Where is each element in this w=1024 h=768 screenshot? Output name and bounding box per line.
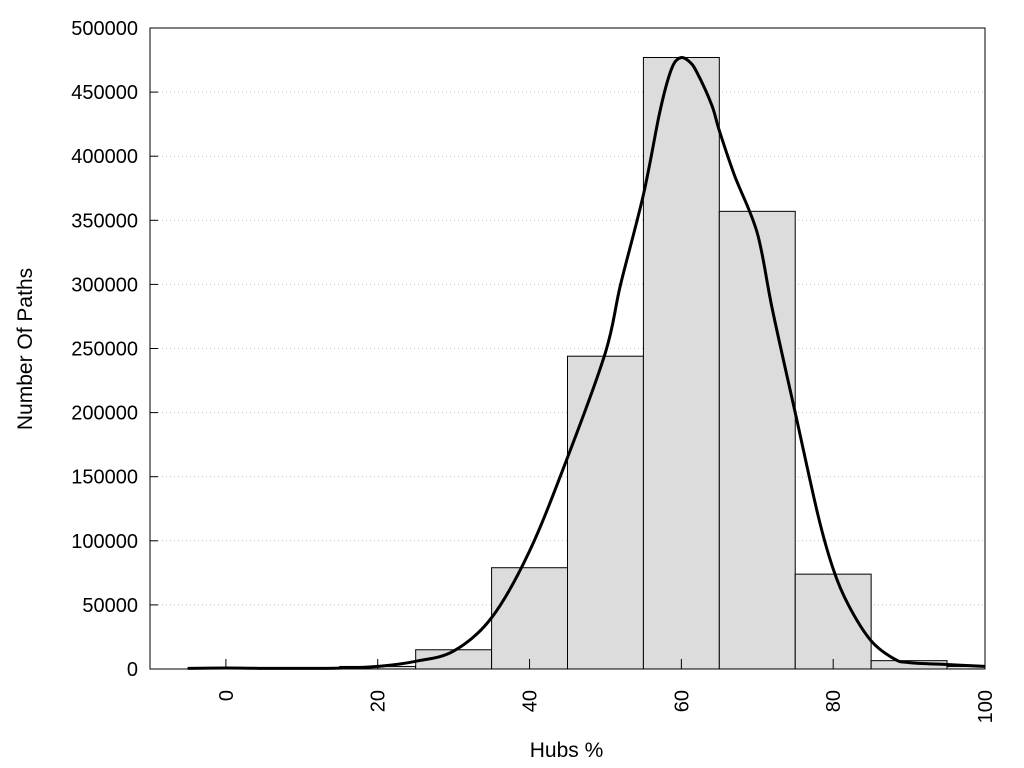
x-tick-label: 100 [975, 690, 997, 723]
y-tick-label: 400000 [71, 146, 138, 168]
x-axis-title: Hubs % [530, 739, 604, 762]
y-tick-label: 0 [127, 659, 138, 681]
x-tick-label: 80 [823, 690, 845, 712]
histogram-bar [718, 210, 796, 670]
y-tick-label: 500000 [71, 18, 138, 40]
histogram-bar [794, 573, 872, 670]
x-tick-label: 60 [671, 690, 693, 712]
histogram-bars [187, 56, 986, 670]
y-axis-title: Number Of Paths [14, 268, 37, 430]
x-tick-label: 0 [216, 690, 238, 701]
x-tick-label: 40 [520, 690, 542, 712]
y-tick-label: 300000 [71, 274, 138, 296]
y-tick-label: 100000 [71, 531, 138, 553]
y-tick-label: 350000 [71, 210, 138, 232]
y-tick-label: 150000 [71, 467, 138, 489]
y-tick-label: 450000 [71, 82, 138, 104]
density-curve-layer [187, 55, 986, 670]
histogram-bar [491, 567, 568, 670]
histogram-bar [642, 56, 720, 670]
x-tick-label: 20 [368, 690, 390, 712]
histogram-bar [567, 355, 644, 670]
y-tick-label: 250000 [71, 339, 138, 361]
y-axis-ticks: 0 50000 100000 150000 200000 250000 300000 3500… [71, 18, 158, 681]
y-tick-label: 200000 [71, 403, 138, 425]
density-curve [187, 55, 986, 670]
x-axis-ticks: 0 20 40 60 80 100 [216, 659, 997, 723]
y-tick-label: 50000 [82, 595, 138, 617]
